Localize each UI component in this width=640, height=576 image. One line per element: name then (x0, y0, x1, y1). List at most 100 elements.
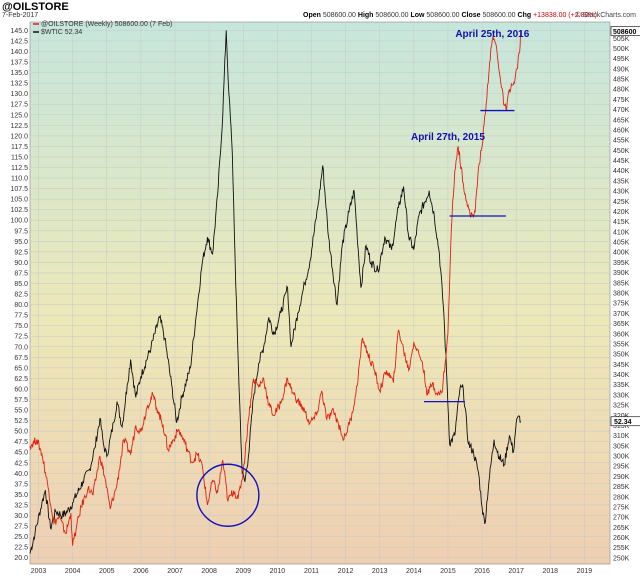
left-tick-label: 72.5 (14, 334, 28, 341)
x-tick-label: 2006 (133, 568, 149, 575)
left-tick-label: 120.0 (10, 133, 28, 140)
left-tick-label: 50.0 (14, 429, 28, 436)
left-tick-label: 107.5 (10, 186, 28, 193)
left-tick-label: 122.5 (10, 123, 28, 130)
left-tick-label: 20.0 (14, 555, 28, 562)
right-tick-label: 385K (613, 280, 630, 287)
oilstore-series-line (29, 30, 522, 546)
left-tick-label: 115.0 (11, 154, 28, 161)
right-tick-label: 410K (613, 229, 630, 236)
right-tick-label: 445K (613, 158, 630, 165)
right-tick-label: 280K (613, 494, 630, 501)
left-tick-label: 42.5 (14, 460, 28, 467)
low-label: Low (410, 12, 425, 19)
series-lines (29, 30, 522, 554)
right-tick-label: 440K (613, 168, 630, 175)
left-tick-label: 75.0 (14, 323, 28, 330)
left-tick-label: 37.5 (14, 481, 28, 488)
open-value: 508600.00 (322, 12, 356, 19)
right-tick-label: 285K (613, 484, 630, 491)
right-tick-label: 505K (613, 36, 630, 43)
annotation-label: April 27th, 2015 (411, 132, 485, 143)
right-tick-label: 340K (613, 372, 630, 379)
right-tick-label: 475K (613, 97, 630, 104)
right-tick-label: 265K (613, 525, 630, 532)
left-tick-label: 47.5 (14, 439, 28, 446)
right-tick-label: 450K (613, 148, 630, 155)
plot-background (29, 21, 611, 565)
right-tick-label: 400K (613, 250, 630, 257)
left-tick-label: 62.5 (14, 376, 28, 383)
right-tick-label: 305K (613, 443, 630, 450)
x-tick-label: 2019 (577, 568, 593, 575)
quote-bar: Open 508600.00 High 508600.00 Low 508600… (303, 12, 597, 19)
x-tick-label: 2011 (304, 568, 319, 575)
right-tick-label: 390K (613, 270, 630, 277)
left-tick-label: 117.5 (11, 144, 28, 151)
legend-label: $WTIC 52.34 (41, 29, 82, 36)
right-tick-label: 395K (613, 260, 630, 267)
right-tick-label: 490K (613, 66, 630, 73)
left-tick-label: 80.0 (14, 302, 28, 309)
oilstore-value-tag (610, 26, 640, 36)
left-tick-label: 35.0 (14, 492, 28, 499)
x-tick-label: 2004 (65, 568, 81, 575)
x-tick-label: 2010 (270, 568, 286, 575)
right-tick-label: 370K (613, 311, 630, 318)
chart-title: @OILSTORE (2, 1, 69, 13)
left-tick-label: 95.0 (14, 239, 28, 246)
right-tick-label: 290K (613, 474, 630, 481)
left-tick-label: 140.0 (10, 49, 28, 56)
right-tick-label: 470K (613, 107, 630, 114)
left-tick-label: 110.0 (11, 176, 28, 183)
x-tick-label: 2005 (99, 568, 115, 575)
left-tick-label: 60.0 (14, 386, 28, 393)
left-tick-label: 137.5 (10, 60, 28, 67)
right-tick-label: 250K (613, 555, 630, 562)
left-tick-label: 65.0 (14, 365, 28, 372)
right-tick-label: 480K (613, 87, 630, 94)
left-tick-label: 130.0 (10, 91, 28, 98)
annotation-label: April 25th, 2016 (455, 29, 529, 40)
left-tick-label: 102.5 (10, 207, 28, 214)
open-label: Open (303, 12, 321, 19)
left-tick-label: 125.0 (10, 112, 28, 119)
x-tick-label: 2016 (474, 568, 490, 575)
left-axis-ticks: 20.0 22.5 25.0 27.5 30.0 32.5 35.0 37.5 40.0 42.5… (10, 28, 28, 562)
left-tick-label: 92.5 (14, 249, 28, 256)
left-tick-label: 55.0 (14, 408, 28, 415)
left-tick-label: 57.5 (14, 397, 28, 404)
right-tick-label: 335K (613, 382, 630, 389)
left-tick-label: 112.5 (11, 165, 28, 172)
right-tick-label: 435K (613, 178, 630, 185)
right-tick-label: 455K (613, 138, 630, 145)
wtic-value-tag-label: 52.34 (614, 419, 632, 426)
left-tick-label: 145.0 (10, 28, 28, 35)
close-label: Close (461, 12, 481, 19)
right-tick-label: 500K (613, 46, 630, 53)
left-tick-label: 127.5 (10, 102, 28, 109)
high-value: 508600.00 (375, 12, 409, 19)
right-tick-label: 365K (613, 321, 630, 328)
wtic-series-line (29, 30, 522, 554)
left-tick-label: 132.5 (10, 81, 28, 88)
left-tick-label: 85.0 (14, 281, 28, 288)
left-tick-label: 52.5 (14, 418, 28, 425)
right-tick-label: 420K (613, 209, 630, 216)
overlays: April 25th, 2016 April 27th, 2015 52.34 508… (196, 26, 640, 527)
x-axis-ticks: 2003 2004 2005 2006 2007 2008 2009 2010 2011 2012… (31, 568, 593, 575)
left-tick-label: 70.0 (14, 344, 28, 351)
x-tick-label: 2007 (167, 568, 183, 575)
left-tick-label: 105.0 (10, 197, 28, 204)
left-tick-label: 45.0 (14, 450, 28, 457)
right-tick-label: 485K (613, 77, 630, 84)
x-tick-label: 2008 (201, 568, 217, 575)
right-tick-label: 460K (613, 127, 630, 134)
close-value: 508600.00 (482, 12, 516, 19)
x-tick-label: 2015 (440, 568, 456, 575)
left-tick-label: 142.5 (10, 38, 28, 45)
left-tick-label: 22.5 (14, 545, 28, 552)
right-tick-label: 495K (613, 56, 630, 63)
left-tick-label: 135.0 (10, 70, 28, 77)
